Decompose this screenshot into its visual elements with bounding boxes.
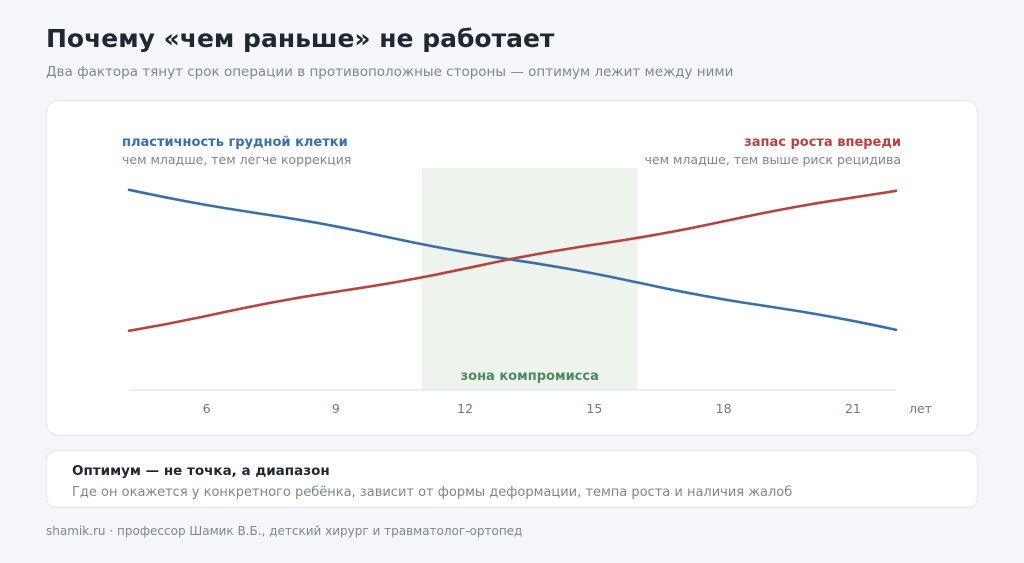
page-subtitle: Два фактора тянут срок операции в против…	[46, 64, 734, 80]
legend-growth-reserve-label: запас роста впереди	[744, 135, 901, 150]
x-tick-label: 12	[457, 401, 473, 416]
note-title: Оптимум — не точка, а диапазон	[72, 463, 330, 479]
note-text: Где он окажется у конкретного ребёнка, з…	[72, 485, 793, 500]
page-title: Почему «чем раньше» не работает	[46, 24, 555, 53]
compromise-zone-band	[422, 168, 638, 390]
x-tick-label: 15	[586, 401, 602, 416]
compromise-zone-label: зона компромисса	[461, 369, 599, 384]
note-card: Оптимум — не точка, а диапазон Где он ок…	[46, 450, 978, 508]
chart-card: зона компромисса 6 9 12 15 18 21 лет пластичн…	[46, 100, 978, 436]
footer-credit: shamik.ru · профессор Шамик В.Б., детски…	[46, 524, 523, 538]
x-tick-label: 18	[716, 401, 732, 416]
x-tick-label: 9	[332, 401, 340, 416]
legend-plasticity-desc: чем младше, тем легче коррекция	[122, 152, 351, 167]
x-tick-labels: 6 9 12 15 18 21	[203, 401, 861, 416]
x-tick-label: 6	[203, 401, 211, 416]
series-line-growth-reserve	[127, 189, 898, 333]
x-unit-label: лет	[909, 401, 932, 416]
legend-growth-reserve-desc: чем младше, тем выше риск рецидива	[645, 152, 902, 167]
x-tick-label: 21	[845, 401, 861, 416]
chart-svg: зона компромисса 6 9 12 15 18 21 лет пластичн…	[122, 135, 932, 416]
legend-plasticity-label: пластичность грудной клетки	[122, 135, 348, 150]
